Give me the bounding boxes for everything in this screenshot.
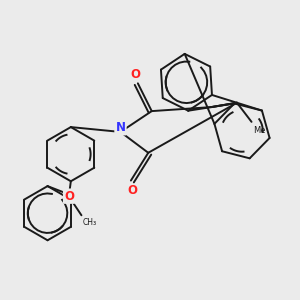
Text: Me: Me — [253, 126, 266, 135]
Text: O: O — [128, 184, 138, 197]
Text: N: N — [116, 121, 125, 134]
Text: O: O — [130, 68, 140, 81]
Text: O: O — [64, 190, 74, 203]
Text: CH₃: CH₃ — [82, 218, 96, 227]
